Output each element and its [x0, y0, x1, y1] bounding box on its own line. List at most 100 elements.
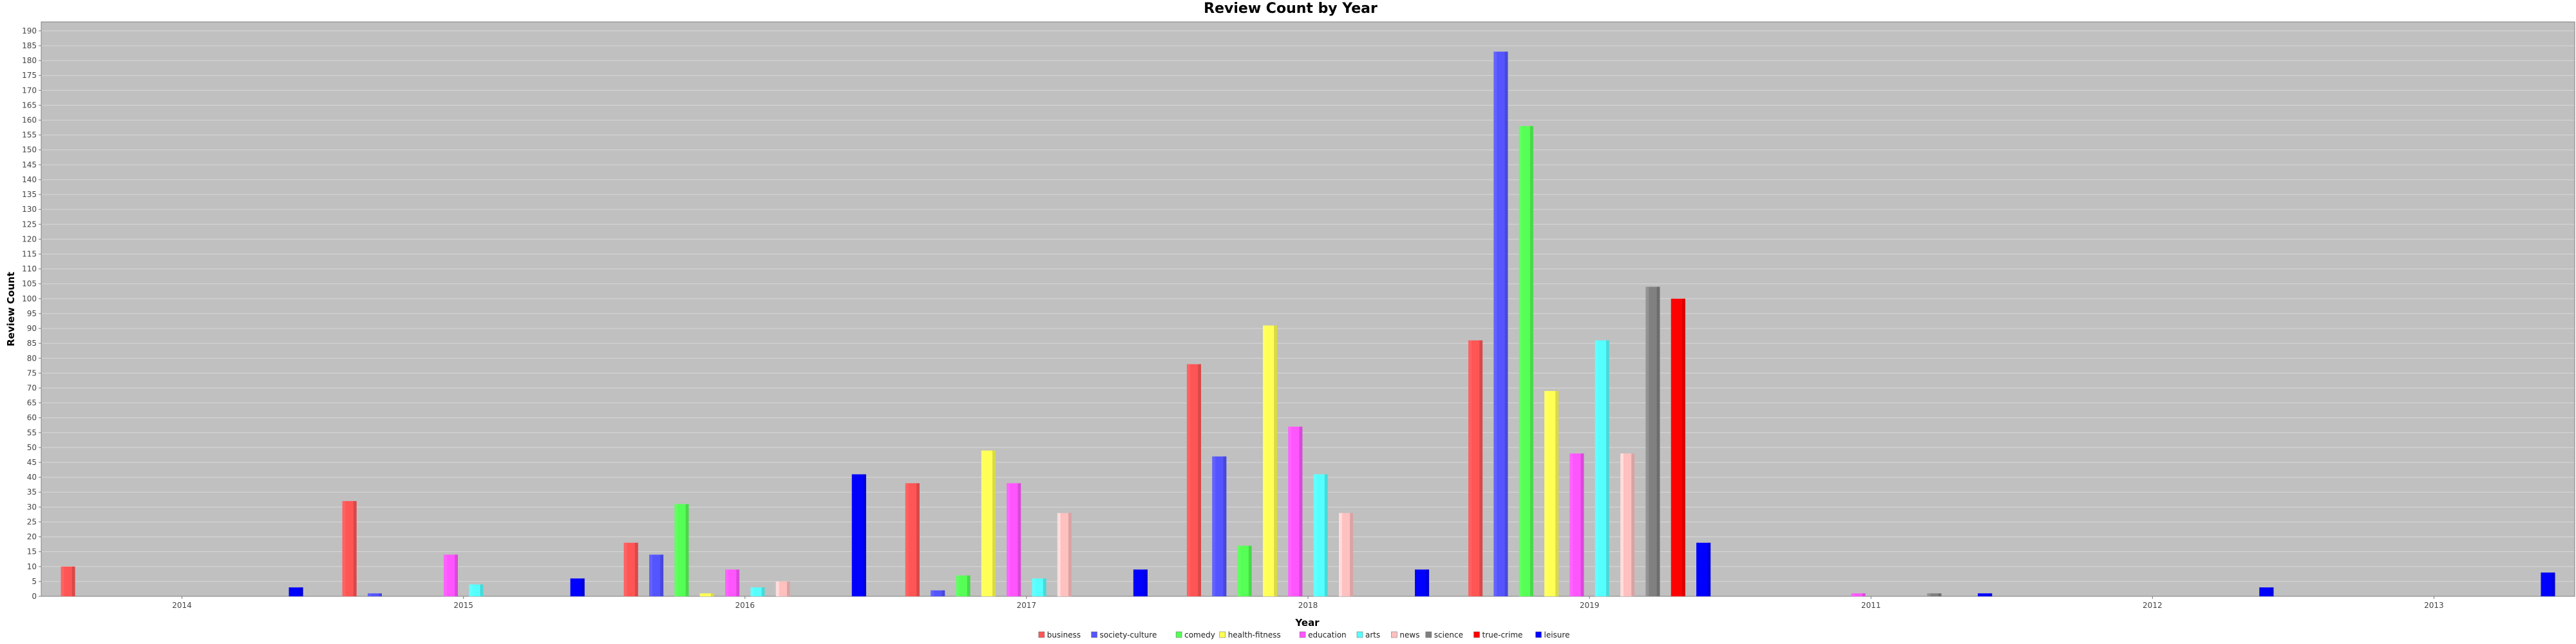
bar-news-2018	[1338, 513, 1354, 596]
plot-area: 0 5 10 15 20 25 30 35 40 45 50 55 60 65 70 75 80 85 90 95 10…	[22, 21, 2575, 610]
legend-label: science	[1434, 630, 1463, 639]
bar-business-2015	[342, 501, 357, 596]
y-tick-label: 30	[27, 502, 37, 511]
bar-science-2019	[1645, 287, 1660, 596]
bar-arts-2016	[750, 587, 765, 596]
y-tick-label: 85	[27, 339, 37, 348]
bar-business-2017	[905, 483, 920, 596]
legend-item-health-fitness: health-fitness	[1219, 630, 1281, 639]
y-tick-label: 120	[22, 234, 37, 243]
legend-swatch	[1299, 631, 1306, 638]
x-tick-label-2013: 2013	[2424, 601, 2444, 610]
y-tick-label: 80	[27, 354, 37, 363]
legend-label: news	[1399, 630, 1419, 639]
x-tick-label-2012: 2012	[2143, 601, 2163, 610]
legend-item-news: news	[1391, 630, 1419, 639]
bar-society-culture-2015	[367, 593, 382, 596]
y-tick-label: 65	[27, 399, 37, 408]
y-tick-label: 160	[22, 116, 37, 125]
bar-leisure-2015	[570, 578, 585, 596]
y-tick-label: 125	[22, 220, 37, 229]
legend-label: health-fitness	[1228, 630, 1281, 639]
y-tick-label: 25	[27, 517, 37, 526]
y-tick-label: 75	[27, 368, 37, 377]
y-tick-label: 5	[32, 577, 37, 586]
y-tick-label: 180	[22, 56, 37, 65]
y-tick-label: 100	[22, 294, 37, 303]
bar-education-2018	[1288, 426, 1303, 596]
bar-news-2019	[1620, 453, 1635, 596]
bar-leisure-2017	[1133, 569, 1148, 596]
legend-item-leisure: leisure	[1535, 630, 1570, 639]
y-tick-label: 95	[27, 309, 37, 318]
legend-item-true-crime: true-crime	[1473, 630, 1523, 639]
bar-science-2011	[1927, 593, 1942, 596]
y-tick-label: 55	[27, 428, 37, 437]
bar-comedy-2018	[1237, 545, 1252, 596]
legend: business society-culture comedy health-fitn…	[1038, 630, 1570, 639]
legend-label: education	[1308, 630, 1347, 639]
bar-health-fitness-2016	[699, 593, 714, 596]
legend-label: society-culture	[1100, 630, 1157, 639]
legend-item-arts: arts	[1356, 630, 1380, 639]
bar-arts-2018	[1313, 474, 1328, 596]
bar-leisure-2013	[2541, 573, 2555, 596]
x-tick-label-2019: 2019	[1580, 601, 1600, 610]
y-tick-label: 50	[27, 443, 37, 452]
y-tick-label: 40	[27, 473, 37, 482]
bar-business-2016	[623, 542, 638, 596]
y-tick-label: 175	[22, 71, 37, 80]
bar-true-crime-2019	[1671, 298, 1685, 596]
legend-label: true-crime	[1482, 630, 1523, 639]
legend-swatch	[1356, 631, 1363, 638]
bar-leisure-2012	[2259, 587, 2274, 596]
bar-education-2019	[1569, 453, 1584, 596]
y-tick-label: 155	[22, 131, 37, 140]
bar-arts-2017	[1032, 578, 1046, 596]
bar-comedy-2017	[956, 575, 971, 596]
bar-arts-2015	[469, 584, 484, 596]
bar-education-2016	[725, 569, 740, 596]
legend-swatch	[1038, 631, 1045, 638]
legend-label: leisure	[1544, 630, 1570, 639]
bar-health-fitness-2019	[1544, 391, 1559, 596]
plot-background	[41, 22, 2575, 596]
x-tick-label-2016: 2016	[735, 601, 755, 610]
y-tick-label: 10	[27, 562, 37, 571]
legend-label: business	[1047, 630, 1081, 639]
y-tick-label: 140	[22, 175, 37, 184]
y-tick-label: 70	[27, 383, 37, 392]
bar-leisure-2019	[1696, 542, 1711, 596]
y-tick-label: 190	[22, 26, 37, 35]
bar-education-2011	[1851, 593, 1866, 596]
y-tick-label: 130	[22, 205, 37, 214]
legend-item-society-culture: society-culture	[1091, 630, 1157, 639]
bar-arts-2019	[1595, 340, 1609, 596]
y-tick-label: 115	[22, 249, 37, 258]
bar-comedy-2019	[1519, 126, 1533, 596]
y-tick-label: 105	[22, 279, 37, 289]
bar-health-fitness-2018	[1262, 325, 1278, 596]
legend-label: comedy	[1184, 630, 1215, 639]
bar-society-culture-2017	[931, 590, 945, 596]
y-tick-label: 185	[22, 41, 37, 50]
x-tick-label-2014: 2014	[172, 601, 192, 610]
legend-swatch	[1175, 631, 1182, 638]
legend-swatch	[1425, 631, 1432, 638]
x-tick-label-2018: 2018	[1298, 601, 1318, 610]
y-tick-label: 165	[22, 100, 37, 109]
bar-health-fitness-2017	[981, 450, 996, 596]
legend-label: arts	[1365, 630, 1380, 639]
bar-society-culture-2019	[1493, 52, 1508, 597]
y-tick-label: 20	[27, 533, 37, 542]
y-tick-label: 15	[27, 547, 37, 556]
legend-item-comedy: comedy	[1175, 630, 1215, 639]
legend-swatch	[1091, 631, 1097, 638]
x-axis-label: Year	[1294, 617, 1320, 629]
legend-item-business: business	[1038, 630, 1081, 639]
bar-leisure-2018	[1415, 569, 1430, 596]
y-tick-label: 35	[27, 488, 37, 497]
y-tick-label: 145	[22, 160, 37, 169]
bar-business-2019	[1468, 340, 1483, 596]
